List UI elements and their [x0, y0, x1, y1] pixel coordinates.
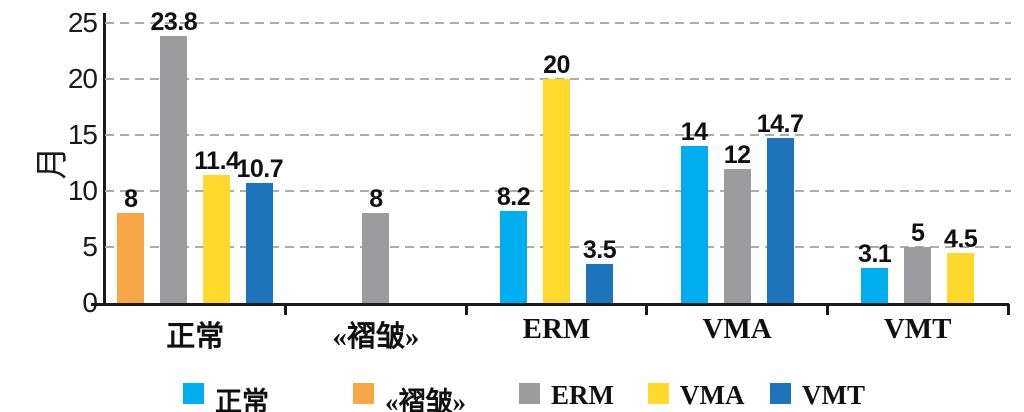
bar-value-label: 20 [543, 51, 570, 79]
legend-swatch-VMA [648, 383, 669, 404]
bar-VMA-正常 [680, 146, 708, 303]
bar-value-label: 8 [124, 185, 138, 214]
bar-value-label: 3.1 [858, 240, 892, 269]
legend-label: 正常 [215, 387, 269, 412]
bar-ERM-VMT [586, 263, 613, 303]
legend-label: ERM [551, 380, 614, 410]
bar-value-label: 3.5 [582, 235, 617, 264]
x-category-label: ERM [522, 313, 591, 345]
y-tick-label: 5 [82, 231, 98, 262]
legend-swatch-ERM [519, 383, 540, 404]
legend-label: VMA [680, 380, 745, 410]
x-category-label: VMT [883, 313, 952, 345]
bar-正常-VMA [203, 175, 231, 303]
bar-value-label: 11.4 [194, 147, 240, 176]
bar-VMA-ERM [723, 168, 751, 303]
bar-正常-«褶皱» [117, 213, 145, 303]
bar-VMT-正常 [861, 268, 889, 303]
x-axis-line [103, 303, 1009, 306]
y-axis-zero-tick [91, 303, 103, 306]
x-axis-tick [645, 304, 649, 315]
y-tick-label: 15 [67, 119, 98, 150]
bar-VMT-VMA [947, 252, 975, 303]
y-tick-label: 25 [67, 7, 98, 38]
bar-«褶皱»-ERM [362, 213, 390, 303]
bar-ERM-正常 [500, 211, 527, 303]
legend-label: «褶皱» [385, 387, 466, 412]
y-tick-label: 0 [82, 287, 98, 318]
bar-正常-ERM [160, 36, 188, 303]
bar-value-label: 14 [680, 118, 708, 147]
bar-value-label: 8 [369, 185, 383, 214]
bar-value-label: 14.7 [756, 110, 804, 139]
bar-VMA-VMT [766, 138, 794, 303]
bar-ERM-VMA [543, 79, 570, 303]
y-axis-line [103, 13, 106, 306]
x-axis-tick [825, 304, 829, 315]
bar-value-label: 10.7 [236, 155, 284, 184]
bar-value-label: 5 [910, 219, 925, 247]
bar-VMT-ERM [904, 247, 932, 303]
y-tick-label: 10 [67, 175, 98, 206]
bar-value-label: 8.2 [496, 183, 531, 212]
bar-正常-VMT [246, 183, 274, 303]
legend-swatch-正常 [183, 383, 204, 404]
legend-label: VMT [802, 380, 865, 410]
bar-value-label: 23.8 [150, 8, 198, 37]
x-axis-tick [464, 304, 468, 315]
bar-value-label: 4.5 [944, 224, 978, 253]
legend-swatch-VMT [770, 383, 791, 404]
x-category-label: 正常 [166, 321, 225, 353]
x-axis-tick [284, 304, 288, 315]
legend-swatch-«褶皱» [353, 383, 374, 404]
gridline-y-25 [105, 22, 1011, 24]
bar-value-label: 12 [723, 140, 751, 169]
x-axis-tick [1006, 304, 1010, 315]
x-category-label: «褶皱» [332, 321, 420, 353]
y-tick-label: 20 [67, 63, 98, 94]
x-category-label: VMA [702, 313, 772, 345]
